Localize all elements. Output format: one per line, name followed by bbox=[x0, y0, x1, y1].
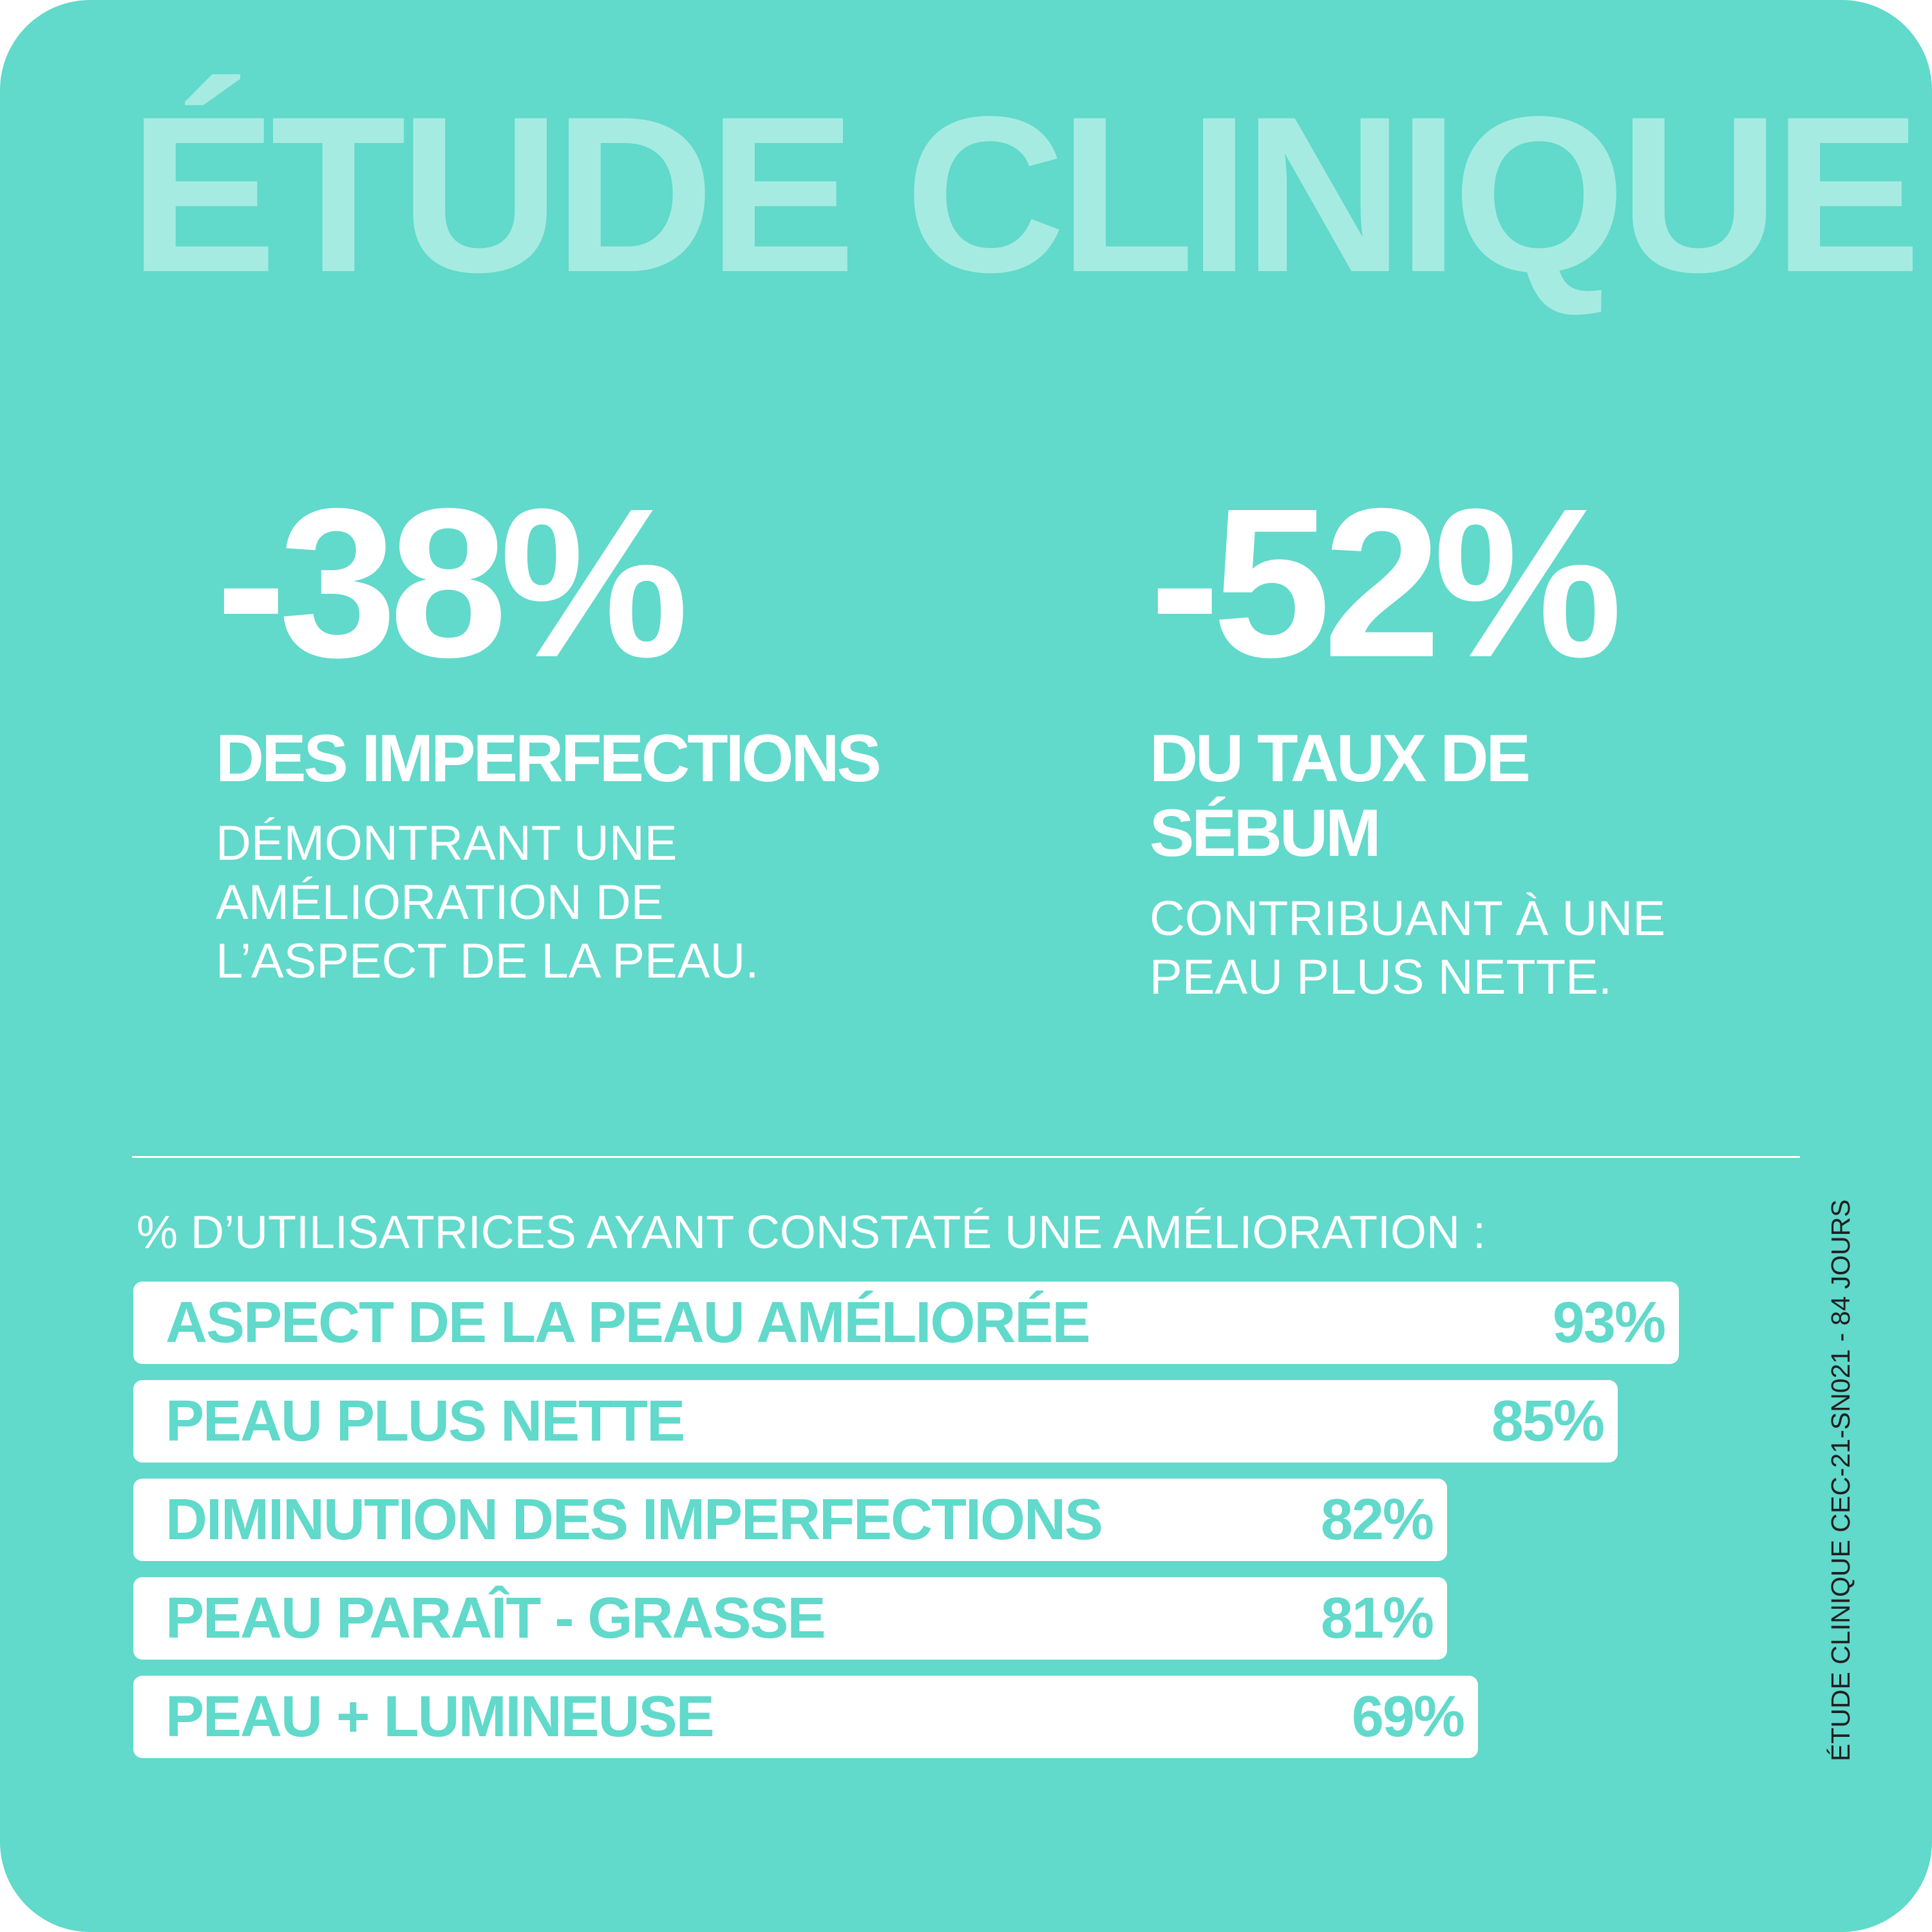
stat-heading: DES IMPERFECTIONS bbox=[216, 721, 882, 796]
stat-block-imperfections: -38% DES IMPERFECTIONS DÉMONTRANT UNE AM… bbox=[216, 477, 1053, 990]
bar: PEAU PLUS NETTE 85% bbox=[133, 1380, 1618, 1463]
bar-label: DIMINUTION DES IMPERFECTIONS bbox=[166, 1488, 1103, 1552]
stat-value: -38% bbox=[216, 464, 688, 701]
stat-heading: DU TAUX DE SÉBUM bbox=[1150, 721, 1531, 871]
bar: ASPECT DE LA PEAU AMÉLIORÉE 93% bbox=[133, 1282, 1679, 1364]
bar-value-label: 93% bbox=[1552, 1291, 1666, 1355]
study-reference-note: ÉTUDE CLINIQUE CEC-21-SN021 - 84 JOURS bbox=[1826, 1199, 1855, 1761]
bar-label: ASPECT DE LA PEAU AMÉLIORÉE bbox=[166, 1291, 1090, 1355]
bar: PEAU + LUMINEUSE 69% bbox=[133, 1676, 1478, 1758]
bar-label: PEAU + LUMINEUSE bbox=[166, 1685, 715, 1749]
bar: PEAU PARAÎT - GRASSE 81% bbox=[133, 1577, 1447, 1660]
stat-description: DÉMONTRANT UNE AMÉLIORATION DE L’ASPECT … bbox=[216, 816, 759, 989]
stat-description: CONTRIBUANT À UNE PEAU PLUS NETTE. bbox=[1150, 891, 1665, 1005]
bar: DIMINUTION DES IMPERFECTIONS 82% bbox=[133, 1479, 1447, 1561]
bar-value-label: 81% bbox=[1320, 1586, 1434, 1651]
bar-value-label: 82% bbox=[1320, 1488, 1434, 1552]
bar-label: PEAU PLUS NETTE bbox=[166, 1389, 685, 1454]
page-title: ÉTUDE CLINIQUE bbox=[129, 71, 1921, 319]
bar-label: PEAU PARAÎT - GRASSE bbox=[166, 1586, 826, 1651]
bar-value-label: 85% bbox=[1491, 1389, 1605, 1454]
stat-value: -52% bbox=[1150, 464, 1622, 701]
section-divider bbox=[132, 1156, 1800, 1158]
chart-title: % D’UTILISATRICES AYANT CONSTATÉ UNE AMÉ… bbox=[137, 1207, 1486, 1258]
stat-block-sebum: -52% DU TAUX DE SÉBUM CONTRIBUANT À UNE … bbox=[1150, 477, 1858, 1007]
bar-value-label: 69% bbox=[1351, 1685, 1465, 1749]
